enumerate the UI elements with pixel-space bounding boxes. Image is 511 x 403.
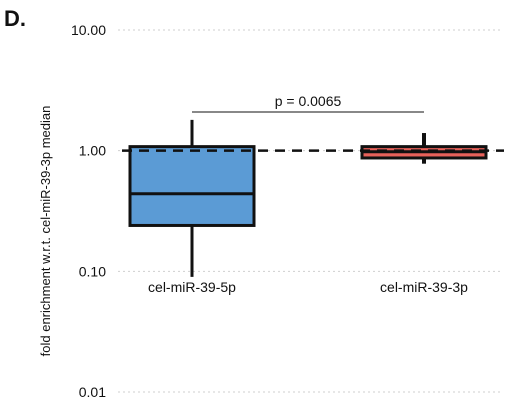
boxes <box>128 119 488 277</box>
box-cel-miR-39-5p <box>128 119 256 277</box>
y-axis-title: fold enrichment w.r.t. cel-miR-39-3p med… <box>38 106 53 357</box>
significance-bracket: p = 0.0065 <box>192 93 424 113</box>
y-tick-label: 1.00 <box>79 143 106 159</box>
y-tick-label: 0.10 <box>79 263 106 279</box>
category-label: cel-miR-39-3p <box>380 279 468 295</box>
category-labels: cel-miR-39-5p cel-miR-39-3p <box>148 279 468 295</box>
y-tick-label: 0.01 <box>79 384 106 400</box>
y-tick-label: 10.00 <box>71 22 106 38</box>
y-axis-ticks: 10.00 1.00 0.10 0.01 <box>71 22 106 400</box>
p-value-annotation: p = 0.0065 <box>275 93 342 109</box>
box-body <box>128 145 256 227</box>
category-label: cel-miR-39-5p <box>148 279 236 295</box>
panel-label: D. <box>4 6 26 31</box>
box-cel-miR-39-3p <box>360 133 488 164</box>
